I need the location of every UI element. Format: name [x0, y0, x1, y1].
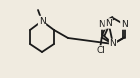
Text: N: N — [105, 19, 112, 28]
Text: N: N — [98, 20, 105, 29]
Text: N: N — [110, 39, 116, 49]
Text: Cl: Cl — [96, 46, 105, 55]
Text: N: N — [39, 17, 45, 26]
Text: N: N — [121, 20, 128, 29]
